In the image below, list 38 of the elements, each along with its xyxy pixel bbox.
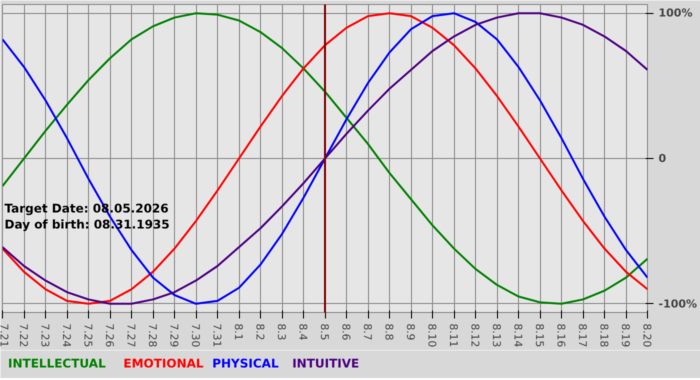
x-tick-label: 8.8 — [382, 324, 396, 341]
x-tick-label: 8.18 — [598, 324, 610, 348]
x-tick-label: 7.25 — [82, 324, 94, 348]
x-tick-label: 8.10 — [426, 324, 438, 348]
x-tick-label: 8.15 — [533, 324, 546, 348]
x-tick-label: 8.12 — [468, 324, 482, 348]
text: INTELLECTUAL — [8, 356, 106, 370]
x-tick-label: 8.20 — [640, 324, 654, 348]
x-tick-label: 7.21 — [0, 324, 10, 348]
x-tick-label: 8.3 — [275, 324, 288, 340]
x-tick-label: 8.9 — [404, 324, 417, 341]
x-tick-label: 7.23 — [38, 324, 52, 348]
y-tick-label: -100% — [658, 297, 698, 310]
x-tick-label: 8.5 — [318, 324, 331, 340]
x-tick-label: 8.1 — [232, 324, 245, 340]
text: INTUITIVE — [292, 356, 360, 370]
x-tick-label: 7.22 — [17, 324, 30, 348]
y-tick-label: 100% — [658, 6, 692, 20]
x-tick-label: 7.31 — [210, 324, 224, 348]
x-tick-label: 7.27 — [124, 324, 138, 348]
x-tick-label: 8.17 — [576, 324, 589, 348]
text: EMOTIONAL — [123, 356, 204, 370]
text: PHYSICAL — [212, 356, 279, 370]
x-tick-label: 8.2 — [254, 324, 266, 340]
x-tick-label: 8.14 — [512, 324, 524, 348]
x-tick-label: 8.4 — [296, 324, 310, 341]
x-tick-label: 8.7 — [361, 324, 374, 340]
y-tick-label: 0 — [658, 152, 666, 165]
x-tick-label: 8.6 — [340, 324, 352, 341]
x-tick-label: 7.29 — [168, 324, 180, 348]
x-tick-label: 7.30 — [189, 324, 202, 348]
x-tick-label: 7.28 — [146, 324, 159, 348]
x-tick-label: 8.16 — [554, 324, 568, 348]
x-tick-label: 7.24 — [60, 324, 73, 348]
x-tick-label: 8.11 — [447, 324, 460, 348]
x-tick-label: 8.13 — [490, 324, 503, 348]
x-tick-label: 8.19 — [619, 324, 632, 348]
x-tick-label: 7.26 — [103, 324, 116, 348]
